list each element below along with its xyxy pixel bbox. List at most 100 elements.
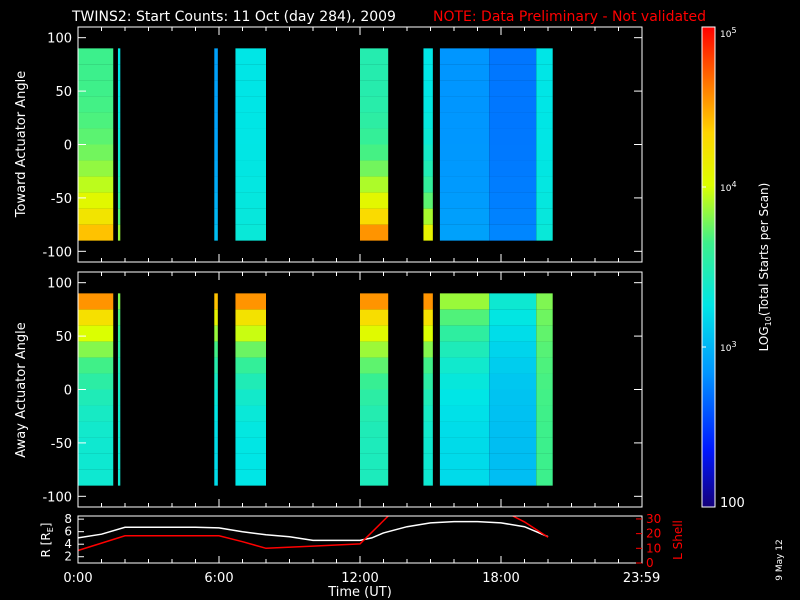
- heatmap-cell: [439, 80, 490, 97]
- y-tick-label: 0: [64, 384, 72, 399]
- orbit-traces: [77, 515, 549, 552]
- heatmap-cell: [78, 160, 114, 177]
- heatmap-cell: [78, 469, 114, 486]
- heatmap-cell: [214, 309, 218, 326]
- heatmap-cell: [117, 389, 121, 406]
- colorbar-tick-base: 10: [720, 184, 732, 194]
- heatmap-cell: [360, 373, 389, 390]
- r-tick-label: 4: [64, 537, 72, 551]
- heatmap-cell: [439, 325, 490, 342]
- r-tick-label: 8: [64, 512, 72, 526]
- heatmap-cell: [536, 389, 553, 406]
- colorbar-label-log: LOG: [757, 326, 771, 351]
- heatmap-cell: [78, 341, 114, 358]
- heatmap-cell: [489, 112, 537, 129]
- heatmap-cell: [78, 112, 114, 129]
- heatmap-cell: [536, 224, 553, 241]
- heatmap-cell: [117, 96, 121, 113]
- heatmap-cell: [117, 373, 121, 390]
- heatmap-cell: [423, 357, 433, 374]
- toward-y-ticks: 100 50 0 -50 -100: [42, 32, 642, 260]
- heatmap-cell: [423, 96, 433, 113]
- heatmap-cell: [489, 96, 537, 113]
- heatmap-cell: [78, 421, 114, 438]
- heatmap-cell: [214, 325, 218, 342]
- heatmap-cell: [423, 208, 433, 225]
- y-tick-label: -100: [42, 490, 72, 505]
- heatmap-cell: [489, 144, 537, 161]
- r-label-sub: E: [46, 527, 55, 532]
- heatmap-cell: [78, 389, 114, 406]
- heatmap-cell: [360, 176, 389, 193]
- heatmap-cell: [78, 325, 114, 342]
- heatmap-cell: [235, 48, 266, 65]
- heatmap-cell: [439, 224, 490, 241]
- heatmap-cell: [423, 469, 433, 486]
- heatmap-cell: [423, 309, 433, 326]
- heatmap-cell: [235, 64, 266, 81]
- heatmap-cell: [360, 160, 389, 177]
- heatmap-cell: [78, 293, 114, 310]
- colorbar-tick-base: 100: [720, 496, 745, 511]
- heatmap-cell: [214, 373, 218, 390]
- heatmap-cell: [439, 176, 490, 193]
- away-y-label: Away Actuator Angle: [14, 322, 29, 457]
- heatmap-cell: [235, 453, 266, 470]
- heatmap-cell: [78, 309, 114, 326]
- heatmap-cell: [214, 48, 218, 65]
- colorbar-frame: [701, 26, 716, 508]
- x-tick-label: 6:00: [204, 571, 233, 586]
- heatmap-cell: [439, 48, 490, 65]
- heatmap-cell: [423, 224, 433, 241]
- heatmap-cell: [489, 389, 537, 406]
- heatmap-cell: [214, 357, 218, 374]
- heatmap-cell: [235, 309, 266, 326]
- heatmap-cell: [536, 325, 553, 342]
- date-stamp: 9 May 12: [775, 539, 785, 581]
- heatmap-cell: [489, 309, 537, 326]
- r-axis-label: R [RE]: [39, 523, 55, 558]
- away-x-ticks: [77, 272, 643, 507]
- heatmap-cell: [489, 176, 537, 193]
- heatmap-cell: [423, 176, 433, 193]
- heatmap-cell: [117, 405, 121, 422]
- heatmap-cell: [423, 128, 433, 145]
- heatmap-cell: [214, 405, 218, 422]
- heatmap-cell: [214, 96, 218, 113]
- heatmap-cell: [235, 469, 266, 486]
- heatmap-cell: [235, 96, 266, 113]
- colorbar-tick-label: 100: [720, 496, 745, 511]
- colorbar-tick-label: 103: [720, 340, 737, 354]
- r-tick-label: 2: [64, 550, 72, 564]
- heatmap-cell: [235, 405, 266, 422]
- heatmap-cell: [78, 192, 114, 209]
- heatmap-cell: [439, 144, 490, 161]
- toward-y-label: Toward Actuator Angle: [14, 71, 29, 218]
- heatmap-cell: [489, 80, 537, 97]
- heatmap-cell: [235, 112, 266, 129]
- r-label-end: ]: [39, 523, 53, 528]
- r-trace: [77, 520, 549, 542]
- heatmap-cell: [536, 144, 553, 161]
- heatmap-cell: [439, 208, 490, 225]
- heatmap-cell: [117, 469, 121, 486]
- heatmap-cell: [235, 128, 266, 145]
- y-tick-label: 50: [55, 85, 72, 100]
- heatmap-cell: [536, 293, 553, 310]
- heatmap-cell: [214, 341, 218, 358]
- r-tick-label: 6: [64, 525, 72, 539]
- heatmap-cell: [78, 176, 114, 193]
- heatmap-cell: [235, 389, 266, 406]
- heatmap-cell: [117, 160, 121, 177]
- heatmap-cell: [536, 160, 553, 177]
- heatmap-cell: [439, 96, 490, 113]
- heatmap-cell: [214, 224, 218, 241]
- away-heatmap: [78, 293, 553, 486]
- heatmap-cell: [117, 453, 121, 470]
- heatmap-cell: [423, 80, 433, 97]
- heatmap-cell: [214, 160, 218, 177]
- y-tick-label: 50: [55, 330, 72, 345]
- heatmap-cell: [360, 224, 389, 241]
